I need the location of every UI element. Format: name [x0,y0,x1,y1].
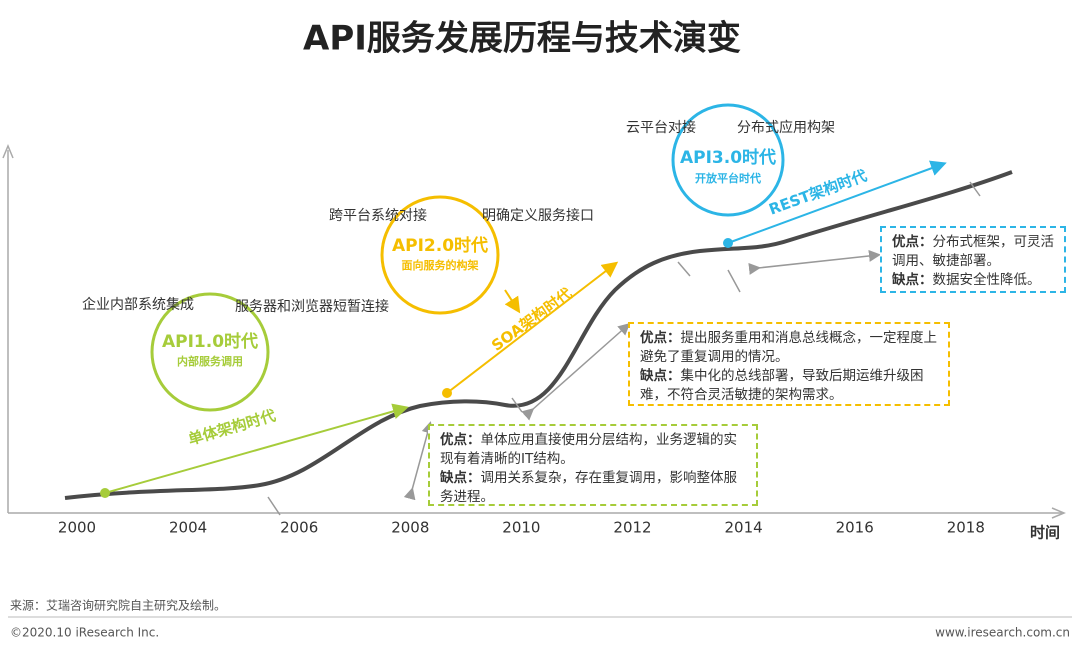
year-label: 2000 [58,519,96,537]
era-circle [671,103,785,217]
era-name: API3.0时代 [680,147,776,168]
divider [727,269,741,293]
era-subtitle: 面向服务的构架 [402,258,479,272]
divider [267,496,281,516]
cons-label: 缺点： [892,272,933,288]
cons-text: 集中化的总线部署，导致后期运维升级困难，不符合灵活敏捷的架构需求。 [640,368,924,403]
architecture-label: SOA架构时代 [488,284,575,354]
range-arrow [748,250,881,275]
pros-text: 单体应用直接使用分层结构，业务逻辑的实现有着清晰的IT结构。 [440,432,737,467]
cons: 缺点：集中化的总线部署，导致后期运维升级困难，不符合灵活敏捷的架构需求。 [640,367,938,405]
range-arrow [521,323,631,421]
era-arrow [727,160,947,244]
divider [969,181,981,197]
year-label: 2006 [280,519,318,537]
copyright: ©2020.10 iResearch Inc. [10,626,159,640]
cons-label: 缺点： [440,470,481,486]
pointer-arrow [504,289,521,314]
pros: 优点：提出服务重用和消息总线概念，一定程度上避免了重复调用的情况。 [640,329,938,367]
cons: 缺点：调用关系复杂，存在重复调用，影响整体服务进程。 [440,469,746,507]
topic: 分布式应用构架 [737,119,835,136]
pros: 优点：分布式框架，可灵活调用、敏捷部署。 [892,233,1054,271]
range-arrow [403,421,434,501]
topic: 跨平台系统对接 [329,207,427,224]
pros-text: 分布式框架，可灵活调用、敏捷部署。 [892,234,1054,269]
axis-label: 时间 [1030,524,1060,542]
website: www.iresearch.com.cn [935,626,1070,640]
evaluation-box: 优点：分布式框架，可灵活调用、敏捷部署。 缺点：数据安全性降低。 [880,226,1066,293]
divider [511,397,523,413]
era-circle [380,195,500,315]
cons-label: 缺点： [640,368,681,384]
pros-text: 提出服务重用和消息总线概念，一定程度上避免了重复调用的情况。 [640,330,937,365]
axis-arrow [1051,507,1066,519]
pros: 优点：单体应用直接使用分层结构，业务逻辑的实现有着清晰的IT结构。 [440,431,746,469]
era-subtitle: 内部服务调用 [177,354,243,368]
era-dot [442,388,452,398]
year-label: 2012 [613,519,651,537]
axis-arrow [2,144,14,159]
year-label: 2010 [502,519,540,537]
era-dot [723,238,733,248]
era-name: API2.0时代 [392,235,488,256]
cons-text: 调用关系复杂，存在重复调用，影响整体服务进程。 [440,470,737,505]
architecture-label: 单体架构时代 [186,406,277,448]
pros-label: 优点： [640,330,681,346]
year-label: 2008 [391,519,429,537]
title: API服务发展历程与技术演变 [303,19,741,59]
pros-label: 优点： [440,432,481,448]
topic: 明确定义服务接口 [482,207,594,224]
year-label: 2014 [725,519,763,537]
era-arrow [104,403,409,494]
cons: 缺点：数据安全性降低。 [892,271,1054,290]
source: 来源：艾瑞咨询研究院自主研究及绘制。 [10,598,226,613]
topic: 企业内部系统集成 [82,296,194,313]
evaluation-box: 优点：单体应用直接使用分层结构，业务逻辑的实现有着清晰的IT结构。 缺点：调用关… [428,424,758,506]
topic: 服务器和浏览器短暂连接 [235,298,389,315]
cons-text: 数据安全性降低。 [932,272,1041,288]
evaluation-box: 优点：提出服务重用和消息总线概念，一定程度上避免了重复调用的情况。 缺点：集中化… [628,322,950,406]
era-dot [100,488,110,498]
topic: 云平台对接 [626,119,696,136]
year-labels: 2000 2004 2006 2008 2010 2012 2014 2016 2018 [58,519,985,537]
pros-label: 优点： [892,234,933,250]
year-label: 2004 [169,519,207,537]
era-subtitle: 开放平台时代 [695,171,761,185]
era-name: API1.0时代 [162,331,258,352]
era-circle [150,292,270,412]
divider [677,261,691,277]
year-label: 2018 [947,519,985,537]
year-label: 2016 [836,519,874,537]
